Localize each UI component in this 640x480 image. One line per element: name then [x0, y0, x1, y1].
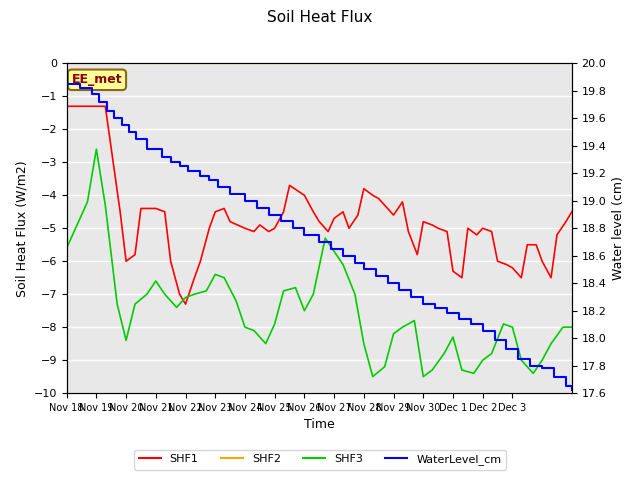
X-axis label: Time: Time	[304, 419, 335, 432]
Text: Soil Heat Flux: Soil Heat Flux	[268, 10, 372, 24]
Y-axis label: Soil Heat Flux (W/m2): Soil Heat Flux (W/m2)	[15, 160, 28, 297]
Legend: SHF1, SHF2, SHF3, WaterLevel_cm: SHF1, SHF2, SHF3, WaterLevel_cm	[134, 450, 506, 469]
Y-axis label: Water level (cm): Water level (cm)	[612, 176, 625, 280]
Text: EE_met: EE_met	[72, 73, 122, 86]
